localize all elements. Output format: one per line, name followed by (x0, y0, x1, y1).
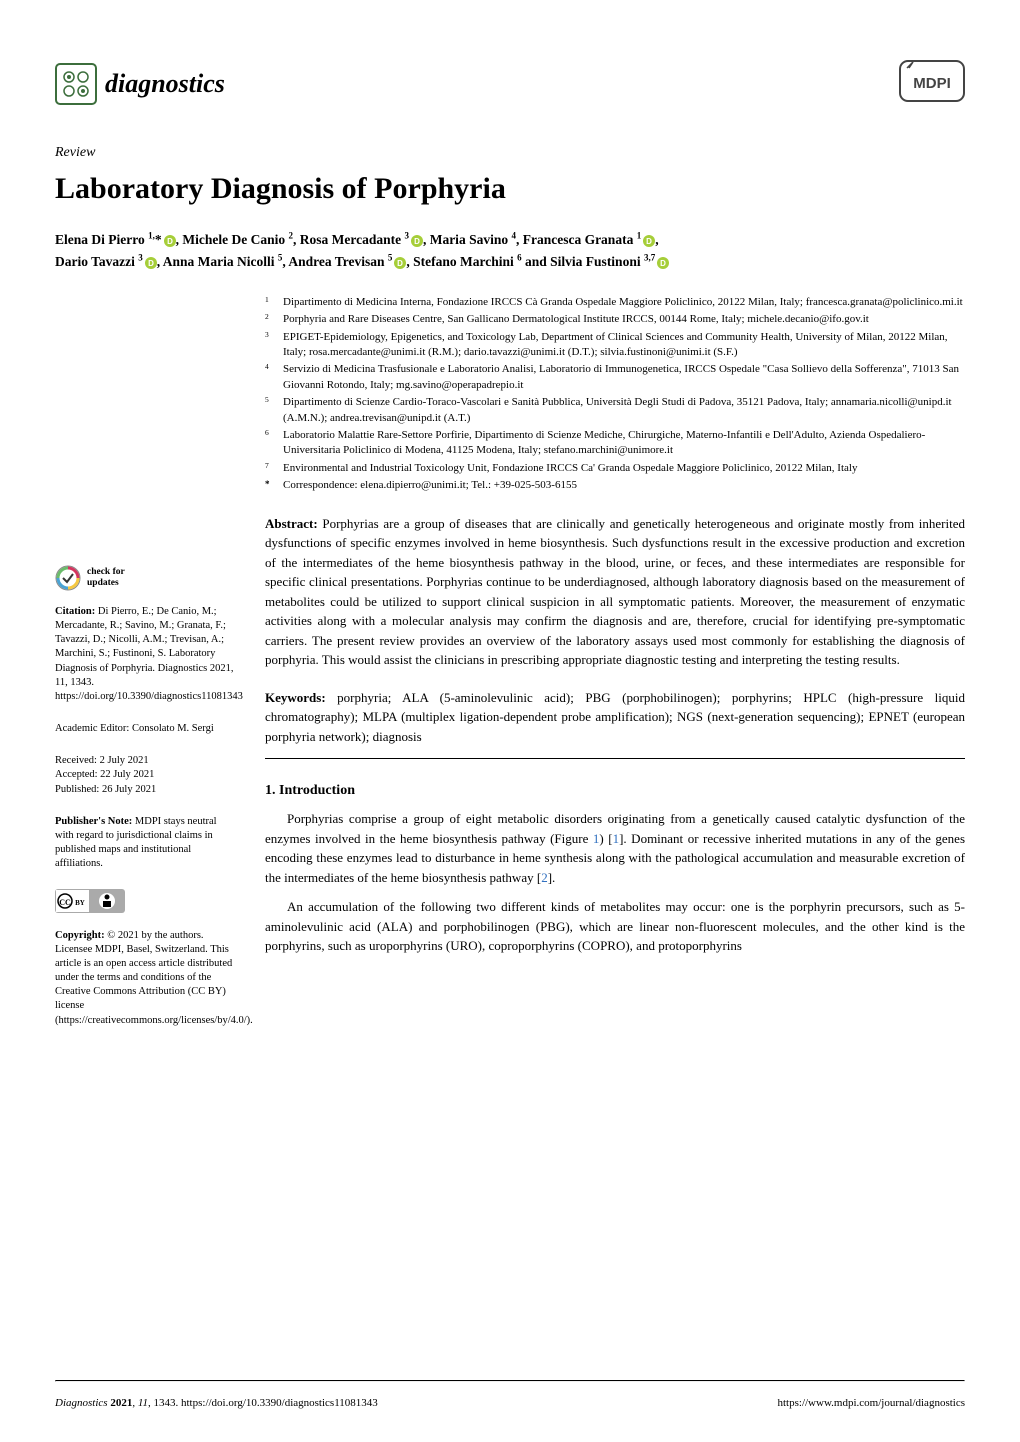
svg-text:D: D (167, 237, 173, 246)
copyright-block: Copyright: © 2021 by the authors. Licens… (55, 929, 235, 1028)
publishers-note-label: Publisher's Note: (55, 816, 132, 827)
affiliations-list: 1Dipartimento di Medicina Interna, Fonda… (265, 295, 965, 494)
figure-ref[interactable]: 1 (593, 831, 600, 846)
abstract-text: Porphyrias are a group of diseases that … (265, 516, 965, 668)
copyright-label: Copyright: (55, 930, 105, 941)
body-paragraph: Porphyrias comprise a group of eight met… (265, 809, 965, 887)
keywords: Keywords: porphyria; ALA (5-aminolevulin… (265, 688, 965, 747)
main-content: 1Dipartimento di Medicina Interna, Fonda… (265, 295, 965, 1046)
affiliation-row: *Correspondence: elena.dipierro@unimi.it… (265, 478, 965, 493)
orcid-icon: D (411, 235, 423, 247)
keywords-label: Keywords: (265, 690, 326, 705)
journal-name: diagnostics (105, 65, 225, 103)
footer-url: https://www.mdpi.com/journal/diagnostics (778, 1396, 966, 1412)
journal-logo-icon (55, 63, 97, 105)
footer-divider (55, 1380, 965, 1382)
copyright-text: © 2021 by the authors. Licensee MDPI, Ba… (55, 930, 253, 1026)
svg-text:MDPI: MDPI (913, 75, 951, 92)
citation-ref[interactable]: 1 (613, 831, 620, 846)
affiliation-row: 2Porphyria and Rare Diseases Centre, San… (265, 312, 965, 327)
section-divider (265, 758, 965, 759)
article-type: Review (55, 143, 965, 163)
affiliation-row: 1Dipartimento di Medicina Interna, Fonda… (265, 295, 965, 310)
received-date: Received: 2 July 2021 (55, 754, 235, 768)
citation-text: Di Pierro, E.; De Canio, M.; Mercadante,… (55, 606, 243, 702)
orcid-icon: D (164, 235, 176, 247)
page-footer: Diagnostics 2021, 11, 1343. https://doi.… (55, 1396, 965, 1412)
publishers-note-block: Publisher's Note: MDPI stays neutral wit… (55, 815, 235, 872)
sidebar: check forupdates Citation: Di Pierro, E.… (55, 295, 235, 1046)
orcid-icon: D (643, 235, 655, 247)
article-title: Laboratory Diagnosis of Porphyria (55, 167, 965, 211)
authors-line-1: Elena Di Pierro 1,*D, Michele De Canio 2… (55, 232, 659, 247)
orcid-icon: D (657, 257, 669, 269)
abstract: Abstract: Porphyrias are a group of dise… (265, 514, 965, 670)
affiliation-row: 4Servizio di Medicina Trasfusionale e La… (265, 362, 965, 393)
published-date: Published: 26 July 2021 (55, 783, 235, 797)
svg-text:D: D (646, 237, 652, 246)
editor-label: Academic Editor: (55, 723, 129, 734)
dates-block: Received: 2 July 2021 Accepted: 22 July … (55, 754, 235, 797)
orcid-icon: D (394, 257, 406, 269)
mdpi-logo-icon: MDPI (899, 60, 965, 102)
orcid-icon: D (145, 257, 157, 269)
authors-line-2: Dario Tavazzi 3D, Anna Maria Nicolli 5, … (55, 254, 669, 269)
svg-text:D: D (398, 259, 404, 268)
section-heading: 1. Introduction (265, 781, 965, 801)
citation-label: Citation: (55, 606, 95, 617)
affiliation-row: 3EPIGET-Epidemiology, Epigenetics, and T… (265, 330, 965, 361)
authors-list: Elena Di Pierro 1,*D, Michele De Canio 2… (55, 229, 965, 273)
affiliation-row: 5Dipartimento di Scienze Cardio-Toraco-V… (265, 395, 965, 426)
svg-text:CC: CC (59, 898, 71, 907)
footer-citation: Diagnostics 2021, 11, 1343. https://doi.… (55, 1396, 378, 1412)
publisher-logo: MDPI (899, 60, 965, 108)
affiliation-row: 7Environmental and Industrial Toxicology… (265, 461, 965, 476)
accepted-date: Accepted: 22 July 2021 (55, 768, 235, 782)
page-header: diagnostics MDPI (55, 60, 965, 108)
check-updates-icon (55, 565, 81, 591)
journal-logo: diagnostics (55, 63, 225, 105)
cc-by-icon: CC BY (55, 889, 125, 913)
affiliation-row: 6Laboratorio Malattie Rare-Settore Porfi… (265, 428, 965, 459)
svg-text:D: D (148, 259, 154, 268)
abstract-label: Abstract: (265, 516, 318, 531)
body-paragraph: An accumulation of the following two dif… (265, 897, 965, 956)
check-updates-label: check forupdates (87, 567, 125, 588)
editor-name: Consolato M. Sergi (129, 723, 213, 734)
svg-text:BY: BY (75, 899, 85, 907)
check-updates-badge[interactable]: check forupdates (55, 565, 235, 591)
svg-text:D: D (414, 237, 420, 246)
citation-block: Citation: Di Pierro, E.; De Canio, M.; M… (55, 605, 235, 704)
citation-ref[interactable]: 2 (541, 870, 548, 885)
editor-block: Academic Editor: Consolato M. Sergi (55, 722, 235, 736)
keywords-text: porphyria; ALA (5-aminolevulinic acid); … (265, 690, 965, 744)
cc-license-badge: CC BY (55, 889, 235, 918)
svg-text:D: D (660, 259, 666, 268)
